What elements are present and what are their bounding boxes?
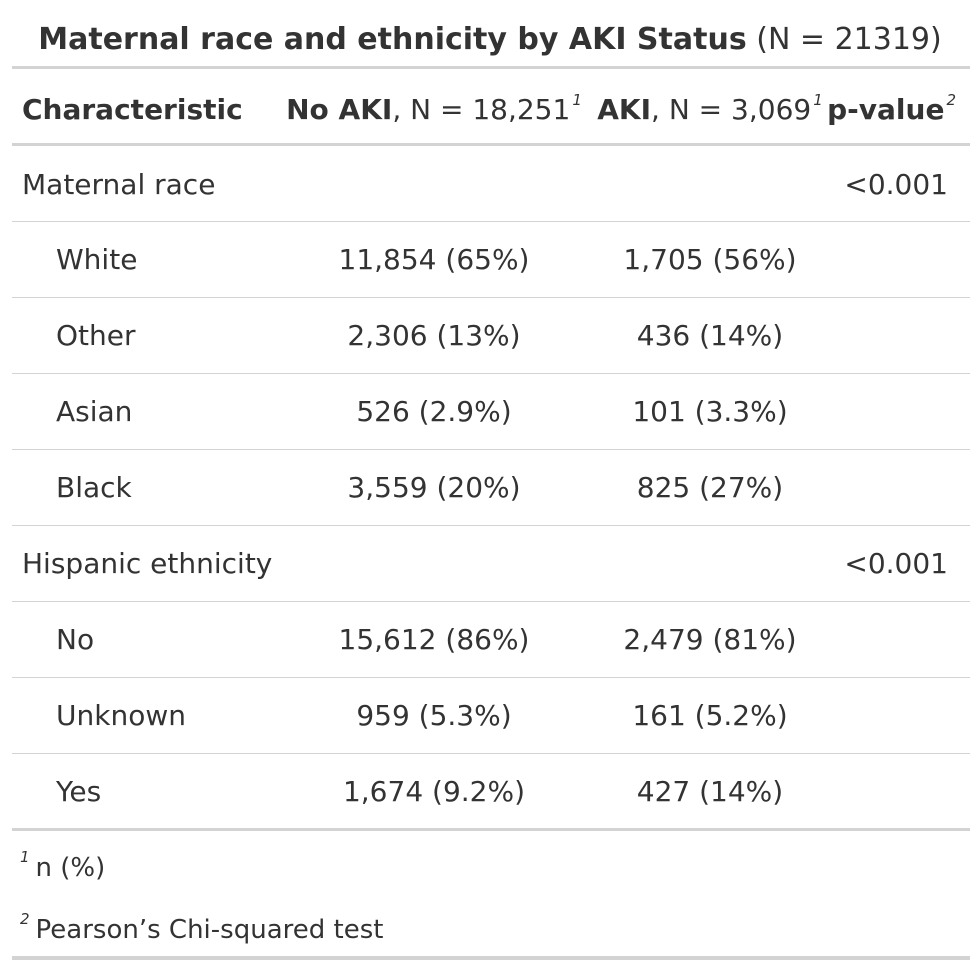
footnote-marker: 2 xyxy=(20,910,30,928)
body-bottom-rule xyxy=(12,828,970,831)
row-aki xyxy=(560,526,860,602)
table-row: Maternal race <0.001 xyxy=(12,147,970,223)
row-divider xyxy=(12,677,970,678)
row-label: No xyxy=(56,623,95,656)
table-title-main: Maternal race and ethnicity by AKI Statu… xyxy=(38,22,747,57)
row-pvalue: <0.001 xyxy=(844,168,948,201)
row-aki: 436 (14%) xyxy=(636,319,784,352)
row-no-aki: 1,674 (9.2%) xyxy=(342,775,526,808)
table-row: Hispanic ethnicity <0.001 xyxy=(12,526,970,602)
row-aki: 2,479 (81%) xyxy=(623,623,797,656)
header-no-aki: No AKI, N = 18,251 1 xyxy=(286,91,582,127)
header-rule xyxy=(12,143,970,146)
header-aki: AKI, N = 3,069 1 xyxy=(597,91,823,127)
row-no-aki xyxy=(274,526,594,602)
table-row: Yes 1,674 (9.2%) 427 (14%) xyxy=(12,754,970,830)
row-label: Other xyxy=(56,319,136,352)
row-label: White xyxy=(56,243,138,276)
footnote-marker: 1 xyxy=(20,848,30,866)
table-row: Unknown 959 (5.3%) 161 (5.2%) xyxy=(12,678,970,754)
row-divider xyxy=(12,297,970,298)
bottom-rule xyxy=(12,956,970,960)
row-no-aki: 3,559 (20%) xyxy=(347,471,521,504)
row-divider xyxy=(12,525,970,526)
row-divider xyxy=(12,753,970,754)
row-aki: 101 (3.3%) xyxy=(632,395,788,428)
row-label: Black xyxy=(56,471,132,504)
row-no-aki: 15,612 (86%) xyxy=(338,623,530,656)
row-divider xyxy=(12,601,970,602)
row-aki: 427 (14%) xyxy=(636,775,784,808)
table-title-count: (N = 21319) xyxy=(756,22,942,57)
row-label: Maternal race xyxy=(22,168,216,201)
row-no-aki: 526 (2.9%) xyxy=(356,395,512,428)
row-no-aki: 2,306 (13%) xyxy=(347,319,521,352)
header-pvalue: p-value 2 xyxy=(827,91,956,127)
table-row: No 15,612 (86%) 2,479 (81%) xyxy=(12,602,970,678)
row-aki: 161 (5.2%) xyxy=(632,699,788,732)
table-row: Other 2,306 (13%) 436 (14%) xyxy=(12,298,970,374)
top-rule xyxy=(12,66,970,69)
row-label: Hispanic ethnicity xyxy=(22,547,273,580)
footnote-1: 1 n (%) xyxy=(20,842,105,894)
row-label: Unknown xyxy=(56,699,186,732)
table-title: Maternal race and ethnicity by AKI Statu… xyxy=(0,14,980,66)
table-row: Asian 526 (2.9%) 101 (3.3%) xyxy=(12,374,970,450)
table-row: White 11,854 (65%) 1,705 (56%) xyxy=(12,222,970,298)
row-aki: 1,705 (56%) xyxy=(623,243,797,276)
footnote-text: n (%) xyxy=(35,853,106,883)
row-no-aki xyxy=(274,147,594,223)
footnote-2: 2 Pearson’s Chi-squared test xyxy=(20,904,383,956)
header-characteristic: Characteristic xyxy=(22,93,243,126)
row-label: Asian xyxy=(56,395,133,428)
table-row: Black 3,559 (20%) 825 (27%) xyxy=(12,450,970,526)
row-no-aki: 959 (5.3%) xyxy=(356,699,512,732)
row-pvalue: <0.001 xyxy=(844,547,948,580)
footnote-text: Pearson’s Chi-squared test xyxy=(35,915,384,945)
row-divider xyxy=(12,221,970,222)
header-row: Characteristic No AKI, N = 18,251 1 AKI, … xyxy=(12,72,970,148)
row-divider xyxy=(12,373,970,374)
row-label: Yes xyxy=(56,775,102,808)
row-aki: 825 (27%) xyxy=(636,471,784,504)
row-divider xyxy=(12,449,970,450)
row-aki xyxy=(560,147,860,223)
row-no-aki: 11,854 (65%) xyxy=(338,243,530,276)
